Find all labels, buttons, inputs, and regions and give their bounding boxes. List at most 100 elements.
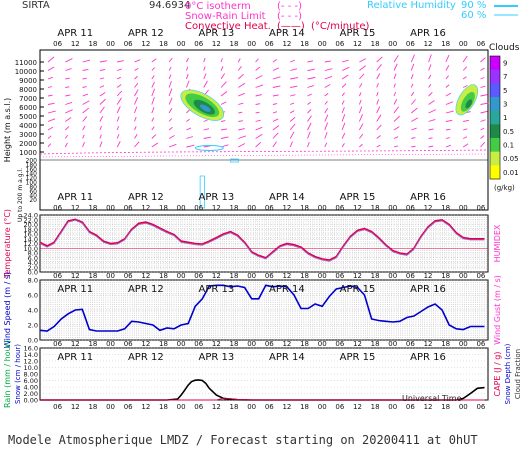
hour-tick-label-bottom: 06 [194,403,203,411]
wind-arrow [168,143,177,148]
hour-tick-label: 12 [71,272,80,280]
wind-arrow [64,126,70,131]
wind-arrow [255,133,263,139]
wind-arrow [220,120,226,122]
hour-tick-label-bottom: 00 [318,403,327,411]
wind-arrow [151,134,157,139]
wind-arrow [324,92,329,97]
hour-tick-label: 00 [247,272,256,280]
colorbar-swatch [490,69,500,84]
colorbar-swatch [490,124,500,139]
hour-tick-label: 06 [124,204,133,212]
wind-arrow [445,128,451,131]
height-tick-label: 3000 [19,131,37,139]
wind-arrow [99,77,104,80]
wind-arrow [462,76,467,80]
wind-arrow [445,65,450,71]
wind-arrow [82,134,85,139]
height-low-tick-label: 20 [29,197,37,204]
legend-left-label: Convective Heat. [185,21,271,32]
wind-arrow [428,100,435,105]
wind-arrow [307,101,312,105]
wind-arrow [272,141,277,148]
hour-tick-label: 00 [177,272,186,280]
day-label: APR 14 [269,192,305,203]
hour-tick-label: 18 [88,272,97,280]
wind-arrow [47,56,55,63]
hour-tick-label-bottom: 12 [353,403,362,411]
wind-arrow [134,75,138,80]
height-low-tick-label: 160 [26,166,38,173]
wind-arrow [255,119,261,122]
wind-arrow [151,75,155,80]
wind-arrow [82,86,87,88]
hour-tick-label: 18 [300,340,309,348]
colorbar-label: 0.1 [503,142,514,150]
wind-arrow [47,118,56,122]
day-label: APR 14 [269,352,305,363]
y-tick-label: 4.0 [28,259,38,267]
wind-arrow [47,110,56,114]
hour-tick-label: 06 [335,340,344,348]
wind-arrow [393,98,398,105]
wind-arrow [341,59,349,63]
hour-tick-label: 06 [476,272,485,280]
height-axis-label: Height (m a.s.l.) [3,98,12,163]
height-tick-label: 2000 [19,140,37,148]
height-low-tick-label: 180 [26,162,38,169]
wind-arrow [341,74,349,80]
hour-tick-label-bottom: 00 [177,403,186,411]
wind-arrow [324,107,329,114]
wind-arrow [480,127,485,131]
rh-contour [199,175,205,209]
y-tick-label: 12.0 [24,240,38,248]
wind-arrow [410,91,415,97]
wind-arrow [445,84,450,88]
wind-arrow [341,114,346,122]
wind-arrow [324,60,331,63]
wind-arrow [65,77,70,80]
day-label: APR 15 [340,352,376,363]
isotherm-line [39,149,489,155]
wind-arrow [151,58,157,63]
wind-arrow [116,97,122,105]
hour-tick-label: 06 [476,204,485,212]
hour-tick-label: 12 [212,40,221,48]
y-tick-label: 0.00 [24,397,38,405]
colorbar-swatch [490,110,500,125]
snow-rain-line [39,153,489,158]
wind-arrow [411,137,416,139]
height-tick-label: 7000 [19,95,37,103]
wind-arrow [238,92,245,97]
day-label: APR 13 [199,192,235,203]
hour-tick-label: 06 [406,40,415,48]
wind-arrow [134,126,137,131]
y-tick-label: 4.00 [24,384,38,392]
wind-arrow [99,92,106,97]
wind-arrow [82,93,89,97]
height-tick-label: 5000 [19,113,37,121]
wind-arrow [272,59,277,63]
hour-tick-label: 00 [318,340,327,348]
hour-tick-label: 00 [388,204,397,212]
wind-arrow [359,58,367,63]
wind-arrow [290,77,299,80]
wind-arrow [82,100,90,105]
day-label: APR 12 [128,28,164,39]
y-tick-label: 20.0 [24,221,38,229]
wind-arrow [289,123,296,131]
wind-arrow [47,94,53,97]
wind-arrow [341,107,345,114]
hour-tick-label: 18 [88,40,97,48]
hour-tick-label: 18 [230,272,239,280]
y-tick-label: 22.0 [24,216,38,224]
hour-tick-label-bottom: 06 [53,403,62,411]
wind-arrow [376,56,383,63]
wind-arrow [255,75,263,80]
day-label: APR 16 [410,352,446,363]
wind-arrow [99,85,105,88]
wind-arrow [185,73,189,80]
hour-tick-label-bottom: 12 [424,403,433,411]
wind-arrow [82,116,88,122]
